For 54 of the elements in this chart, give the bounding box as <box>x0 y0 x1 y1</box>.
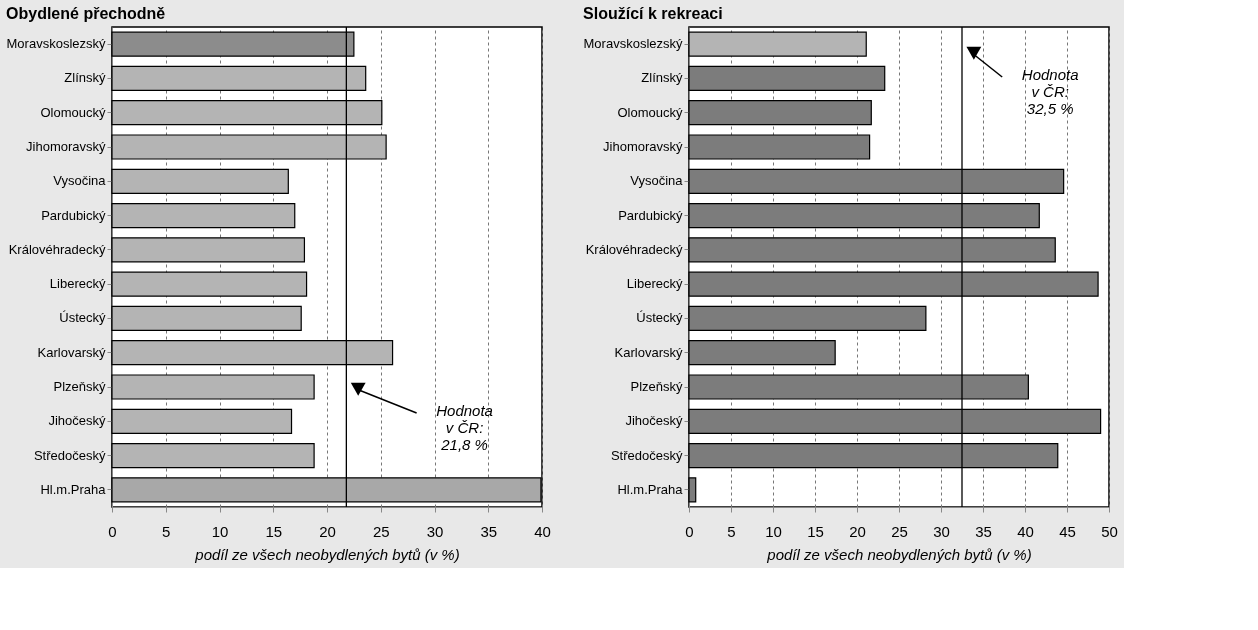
y-tick-label: Vysočina <box>53 173 107 189</box>
x-axis-title: podíl ze všech neobydlených bytů (v %) <box>194 545 460 563</box>
y-tick-label: Hl.m.Praha <box>40 481 107 497</box>
y-tick-label: Karlovarský <box>614 344 683 360</box>
y-tick-label: Ústecký <box>59 310 106 326</box>
ref-line-label: Hodnota v ČR: 32,5 % <box>1021 66 1079 117</box>
y-tick-label: Moravskoslezský <box>583 36 683 52</box>
y-tick-label: Středočeský <box>33 447 106 463</box>
x-tick-label: 10 <box>765 522 782 540</box>
y-tick-label: Plzeňský <box>53 379 106 394</box>
y-tick-label: Hl.m.Praha <box>617 481 684 497</box>
x-tick-label: 0 <box>108 522 117 540</box>
x-tick-label: 20 <box>849 522 866 540</box>
chart-title: Obydlené přechodně <box>6 5 166 23</box>
x-axis-title: podíl ze všech neobydlených bytů (v %) <box>766 545 1032 563</box>
y-tick-label: Plzeňský <box>630 379 683 394</box>
y-tick-label: Karlovarský <box>37 344 106 360</box>
x-tick-label: 30 <box>426 522 444 540</box>
y-tick-label: Zlínský <box>641 70 683 86</box>
y-tick-label: Královéhradecký <box>8 241 106 257</box>
y-tick-label: Královéhradecký <box>585 241 683 257</box>
x-tick-label: 50 <box>1101 522 1118 540</box>
y-tick-label: Olomoucký <box>40 104 106 120</box>
x-tick-label: 35 <box>480 522 498 540</box>
x-tick-label: 5 <box>162 522 171 540</box>
y-tick-label: Pardubický <box>41 207 106 223</box>
y-tick-label: Pardubický <box>618 207 683 223</box>
chart-title: Sloužící k rekreaci <box>583 5 723 23</box>
y-tick-label: Moravskoslezský <box>6 36 106 52</box>
y-tick-label: Olomoucký <box>617 104 683 120</box>
x-tick-label: 45 <box>1059 522 1076 540</box>
x-tick-label: 35 <box>975 522 992 540</box>
x-tick-label: 40 <box>1017 522 1034 540</box>
y-tick-label: Zlínský <box>64 70 106 86</box>
x-tick-label: 40 <box>534 522 551 540</box>
y-tick-label: Liberecký <box>49 276 106 292</box>
y-tick-label: Jihomoravský <box>26 139 106 154</box>
x-tick-label: 15 <box>807 522 824 540</box>
ref-line-label: Hodnota v ČR: 21,8 % <box>436 402 493 453</box>
x-tick-label: 25 <box>891 522 908 540</box>
x-tick-label: 5 <box>727 522 736 540</box>
x-tick-label: 25 <box>372 522 390 540</box>
y-tick-label: Středočeský <box>610 447 683 463</box>
y-tick-label: Jihočeský <box>625 413 683 429</box>
y-tick-label: Ústecký <box>636 310 683 326</box>
y-tick-label: Liberecký <box>626 276 683 292</box>
x-tick-label: 15 <box>265 522 283 540</box>
y-tick-label: Vysočina <box>630 173 684 189</box>
x-tick-label: 0 <box>685 522 694 540</box>
x-tick-label: 30 <box>933 522 950 540</box>
x-tick-label: 20 <box>319 522 336 540</box>
y-tick-label: Jihočeský <box>48 413 106 429</box>
y-tick-label: Jihomoravský <box>603 139 683 154</box>
x-tick-label: 10 <box>211 522 229 540</box>
